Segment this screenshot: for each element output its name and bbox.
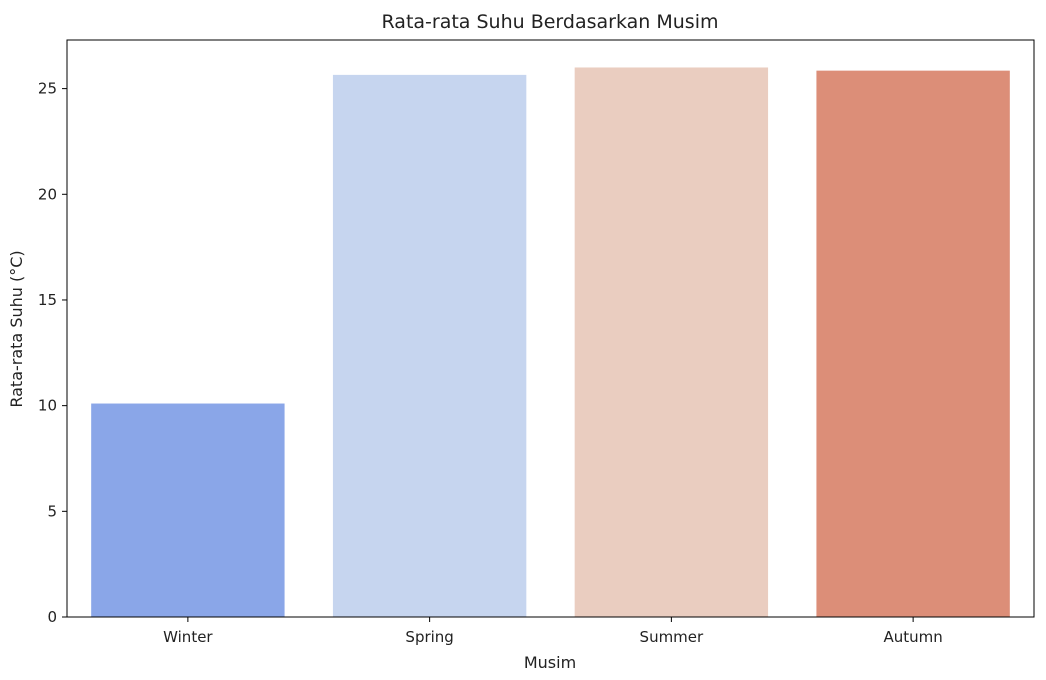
plot-area: 0 5 10 15 20 25 Winter Spring Summer Autumn [38,39,1035,646]
x-tick-label-autumn: Autumn [883,628,942,646]
plot-frame [66,39,1035,618]
bar-winter [91,403,285,617]
y-tick-label-15: 15 [38,291,57,309]
x-tick-label-winter: Winter [163,628,213,646]
y-axis-label: Rata-rata Suhu (°C) [7,250,26,407]
x-axis-label: Musim [524,653,576,672]
y-tick-label-25: 25 [38,80,57,98]
chart-title: Rata-rata Suhu Berdasarkan Musim [382,11,719,33]
bar-spring [332,74,527,617]
x-tick-label-spring: Spring [405,628,453,646]
y-tick-label-0: 0 [47,608,57,626]
bar-autumn [816,70,1010,617]
x-tick-label-summer: Summer [640,628,704,646]
y-tick-label-10: 10 [38,397,57,415]
bar-summer [574,67,769,617]
y-tick-label-5: 5 [47,502,57,520]
y-tick-label-20: 20 [38,185,57,203]
